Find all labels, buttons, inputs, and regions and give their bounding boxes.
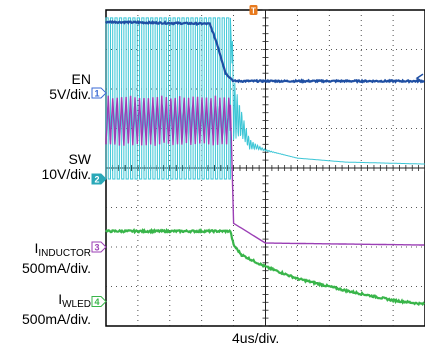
ch3-marker-number: 3 (94, 243, 99, 253)
trigger-marker-text: T (251, 7, 256, 16)
wled-current-trace (105, 227, 425, 306)
inductor-current-trace (105, 95, 425, 246)
ch1-ground-marker (91, 87, 107, 99)
ch1-marker-number: 1 (94, 88, 99, 98)
trigger-level-arrow (415, 73, 424, 83)
sw-trace (105, 17, 425, 180)
ch3-ground-marker (91, 241, 107, 253)
ch1-name: EN (71, 71, 91, 87)
en-trace (105, 19, 425, 84)
trigger-marker (249, 5, 258, 15)
ch3-label: IINDUCTOR 500mA/div. (22, 241, 91, 276)
ch4-label: IWLED 500mA/div. (22, 292, 91, 327)
ch2-scale: 10V/div. (41, 166, 91, 182)
ch1-scale: 5V/div. (49, 86, 91, 102)
ch4-scale: 500mA/div. (22, 311, 91, 327)
ch4-marker-number: 4 (94, 297, 99, 307)
ch2-marker-number: 2 (94, 175, 99, 185)
ch4-ground-marker (91, 296, 107, 308)
ch3-name: IINDUCTOR (34, 240, 91, 260)
ch2-name: SW (68, 151, 91, 167)
ch4-name: IWLED (58, 291, 91, 311)
ch2-ground-marker (91, 173, 107, 185)
x-axis-label: 4us/div. (232, 330, 280, 346)
ch3-scale: 500mA/div. (22, 260, 91, 276)
ch1-label: EN 5V/div. (49, 72, 91, 102)
ch2-label: SW 10V/div. (41, 152, 91, 182)
